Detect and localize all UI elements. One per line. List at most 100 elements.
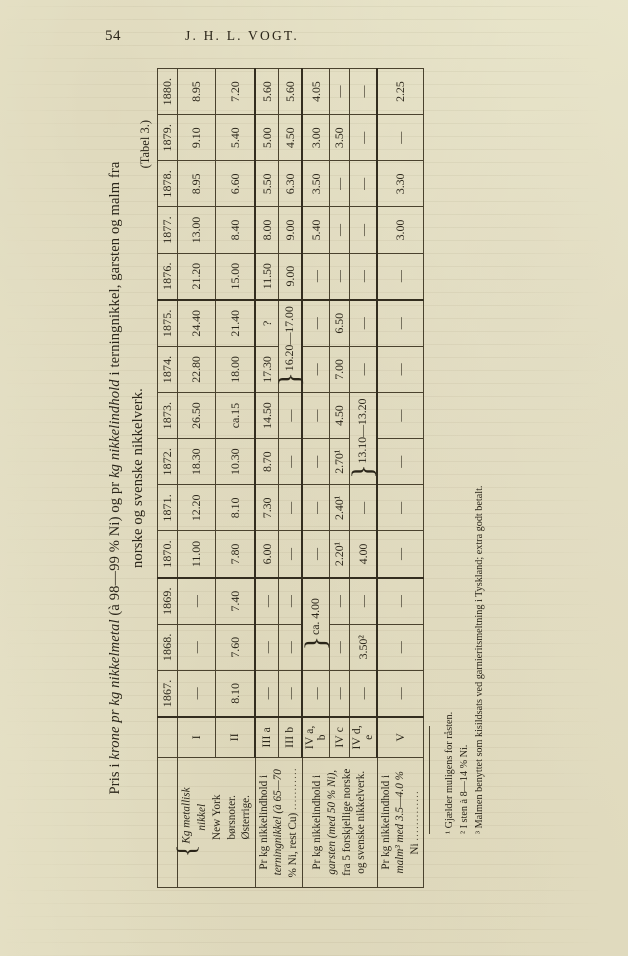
- group4-label-line-3: Ni: [408, 843, 421, 855]
- cell-I-1871: 12.20: [177, 484, 216, 531]
- cell-V-1878: 3.30: [377, 160, 424, 207]
- cell-IVc-1878: —: [329, 160, 350, 207]
- cell-V-1871: —: [377, 484, 424, 531]
- year-header-1872: 1872.: [157, 438, 178, 485]
- cell-IVde-1880: —: [349, 68, 377, 115]
- footnote-1: ¹ Gjælder muligens for råsten.: [444, 711, 456, 834]
- cell-IIIb-1876: 9.00: [278, 253, 302, 300]
- cell-I-1874: 22.80: [177, 346, 216, 393]
- cell-V-1875: —: [377, 299, 424, 347]
- subgroup-label-newyork-1: New York: [211, 794, 224, 840]
- cell-IIIa-1880: 5.60: [255, 68, 279, 115]
- year-header-1879: 1879.: [157, 114, 178, 161]
- table-row-V: Pr kg nikkelindhold i malm³ med 3.5—4.0 …: [377, 68, 424, 888]
- cell-I-1872: 18.30: [177, 438, 216, 485]
- year-header-1880: 1880.: [157, 68, 178, 115]
- cell-IVde-1874: —: [349, 346, 377, 393]
- group3-label-line-1: Pr kg nikkelindhold i: [311, 774, 324, 870]
- cell-II-1879: 5.40: [215, 114, 256, 161]
- cell-II-1877: 8.40: [215, 206, 256, 254]
- cell-IIIa-1872: 8.70: [255, 438, 279, 485]
- cell-IVc-1877: —: [329, 206, 350, 254]
- cell-IIIa-1871: 7.30: [255, 484, 279, 531]
- cell-IVc-1873: 4.50: [329, 392, 350, 439]
- cell-IIIa-1875: ?: [255, 299, 279, 347]
- cell-I-1876: 21.20: [177, 253, 216, 300]
- cell-IVab-1868-1869-range: }ca. 4.00: [299, 577, 332, 671]
- cell-IIIb-1879: 4.50: [278, 114, 302, 161]
- header-corner-label: [157, 757, 178, 888]
- subgroup-label-osterrige: Østerrige.: [240, 795, 253, 840]
- group4-label-line-2: malm³ med 3.5—4.0 %: [394, 771, 407, 874]
- year-header-1870: 1870.: [157, 530, 178, 578]
- table-row-IIIa: Pr kg nikkelindhold i terningnikkel (à 6…: [255, 68, 302, 888]
- row-roman-IIIb: III b: [278, 717, 302, 758]
- cell-V-1874: —: [377, 346, 424, 393]
- running-head: J. H. L. VOGT.: [185, 28, 299, 43]
- cell-IIIa-1870: 6.00: [255, 530, 279, 578]
- cell-II-1875: 21.40: [215, 299, 256, 347]
- leader-dots: .............: [409, 789, 421, 841]
- cell-IVde-1868: 3.50²: [349, 624, 377, 671]
- group-label-line-1: Kg metallisk: [180, 787, 193, 844]
- cell-I-1880: 8.95: [177, 68, 216, 115]
- cell-V-1876: —: [377, 253, 424, 300]
- cell-V-1867: —: [377, 670, 424, 718]
- group2-label-line-2: terningnikkel (à 65—70: [272, 769, 285, 876]
- cell-IIIa-1879: 5.00: [255, 114, 279, 161]
- table-row-I: {Kg metallisk nikkel New York børsnoter.…: [172, 68, 256, 888]
- rotated-table-block: Pris i krone pr kg nikkelmetal (à 98—99 …: [104, 68, 524, 888]
- cell-I-1873: 26.50: [177, 392, 216, 439]
- cell-II-1867: 8.10: [215, 670, 256, 718]
- group3-label-line-4: og svenske nikkelverk.: [355, 770, 368, 874]
- footnote-3: ³ Malmen benyttet som kisildsats ved gar…: [474, 485, 486, 834]
- table-row-IVab: Pr kg nikkelindhold i garsten (med 50 % …: [299, 68, 377, 888]
- cell-IIIb-1871: —: [278, 484, 302, 531]
- cell-IVc-1880: —: [329, 68, 350, 115]
- cell-II-1878: 6.60: [215, 160, 256, 207]
- cell-IIIa-1869: —: [255, 577, 279, 625]
- cell-IVab-1874: —: [302, 346, 330, 393]
- cell-IIIb-1878: 6.30: [278, 160, 302, 207]
- cell-IIIa-1877: 8.00: [255, 206, 279, 254]
- year-header-1878: 1878.: [157, 160, 178, 207]
- cell-II-1871: 8.10: [215, 484, 256, 531]
- cell-IIIa-1876: 11.50: [255, 253, 279, 300]
- group2-label-line-3: % Ni, rest Cu): [286, 812, 299, 878]
- cell-I-1877: 13.00: [177, 206, 216, 254]
- cell-II-1869: 7.40: [215, 577, 256, 625]
- subgroup-label-newyork-2: børsnoter.: [225, 795, 238, 840]
- row-roman-IVde: IV d, e: [349, 717, 377, 758]
- cell-IVab-1880: 4.05: [302, 68, 330, 115]
- year-header-1877: 1877.: [157, 206, 178, 254]
- cell-IIIa-1868: —: [255, 624, 279, 671]
- cell-IVde-1877: —: [349, 206, 377, 254]
- cell-IVab-1877: 5.40: [302, 206, 330, 254]
- cell-IVc-1875: 6.50: [329, 299, 350, 347]
- row-roman-I: I: [177, 717, 216, 758]
- cell-IVde-1870: 4.00: [349, 530, 377, 578]
- cell-V-1868: —: [377, 624, 424, 671]
- cell-IVde-1869: —: [349, 577, 377, 625]
- cell-IVc-1879: 3.50: [329, 114, 350, 161]
- cell-IIIa-1873: 14.50: [255, 392, 279, 439]
- title-part-5: i terningnikkel, garsten og malm fra: [107, 161, 123, 380]
- cell-IIIb-1877: 9.00: [278, 206, 302, 254]
- cell-IVab-1870: —: [302, 530, 330, 578]
- cell-IIIb-1867: —: [278, 670, 302, 718]
- cell-II-1873: ca.15: [215, 392, 256, 439]
- page-number: 54: [105, 28, 121, 44]
- cell-IVc-1870: 2.20¹: [329, 530, 350, 578]
- brace-icon: }: [272, 372, 306, 387]
- cell-V-1872: —: [377, 438, 424, 485]
- page-header: 54 J. H. L. VOGT.: [0, 28, 628, 45]
- group-label-malm: Pr kg nikkelindhold i malm³ med 3.5—4.0 …: [377, 757, 424, 888]
- cell-IVab-1867: —: [302, 670, 330, 718]
- group3-label-line-2: garsten (med 50 % Ni),: [325, 769, 338, 875]
- row-roman-V: V: [377, 717, 424, 758]
- year-header-1874: 1874.: [157, 346, 178, 393]
- cell-IIIb-1874-1875-range: }16.20—17.00: [272, 299, 306, 393]
- cell-II-1868: 7.60: [215, 624, 256, 671]
- cell-IVab-1875: —: [302, 299, 330, 347]
- year-header-1867: 1867.: [157, 670, 178, 718]
